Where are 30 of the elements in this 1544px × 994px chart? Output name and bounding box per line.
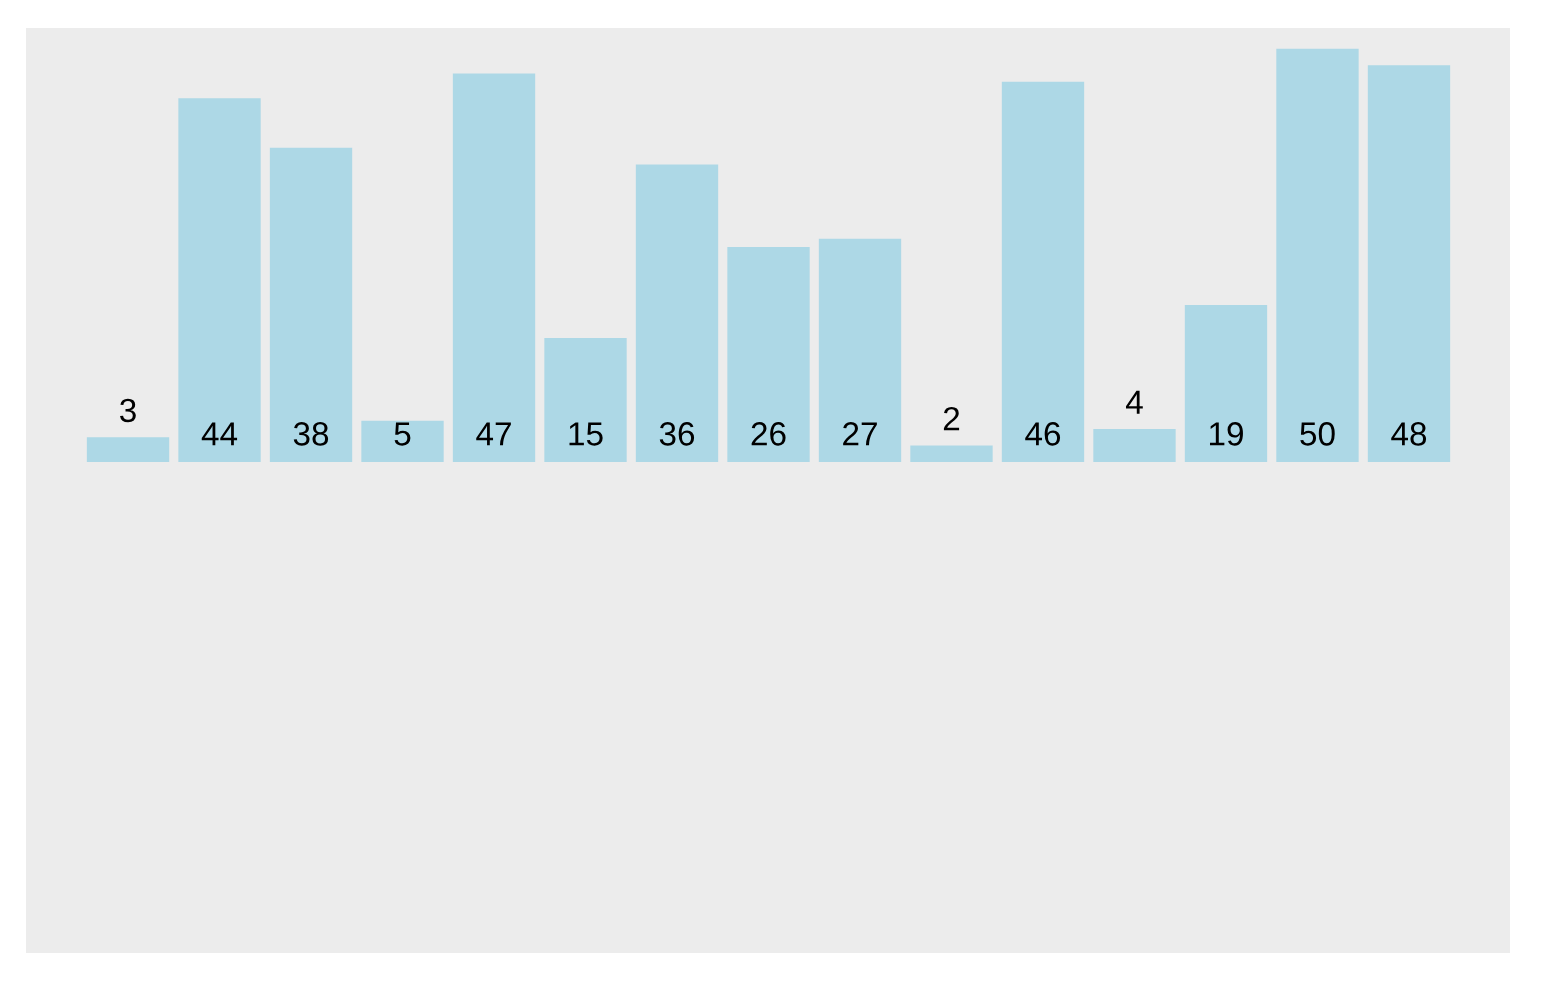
data-label: 26 [751,422,786,446]
data-label: 50 [1300,422,1335,446]
bar [910,445,993,462]
data-label: 5 [394,422,411,446]
data-label: 48 [1391,422,1427,446]
data-label: 46 [1025,422,1061,446]
data-label: 15 [569,422,603,446]
data-label: 27 [843,422,877,446]
data-label: 2 [943,406,960,431]
data-label: 19 [1210,422,1243,446]
data-label: 3 [120,398,136,423]
data-label: 38 [293,422,329,446]
bar [86,437,170,462]
bar [818,238,902,462]
bar [635,164,719,462]
data-label: 47 [476,422,511,446]
bar [178,98,261,462]
bar [269,147,353,462]
data-label: 4 [1125,390,1143,414]
bar [1184,304,1268,462]
bar [727,247,810,462]
bar [1001,81,1085,462]
bar [1276,48,1359,462]
bar [452,73,536,462]
bar [1367,65,1451,462]
data-label: 36 [659,422,695,446]
bar [1093,428,1176,462]
data-label: 44 [201,422,238,446]
bar [544,338,627,462]
bar [361,420,444,462]
